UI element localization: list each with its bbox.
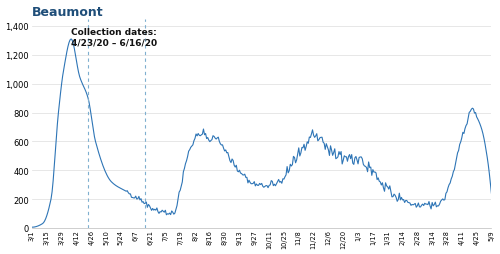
- Text: Collection dates:
4/23/20 – 6/16/20: Collection dates: 4/23/20 – 6/16/20: [71, 28, 158, 47]
- Text: Beaumont: Beaumont: [32, 6, 104, 19]
